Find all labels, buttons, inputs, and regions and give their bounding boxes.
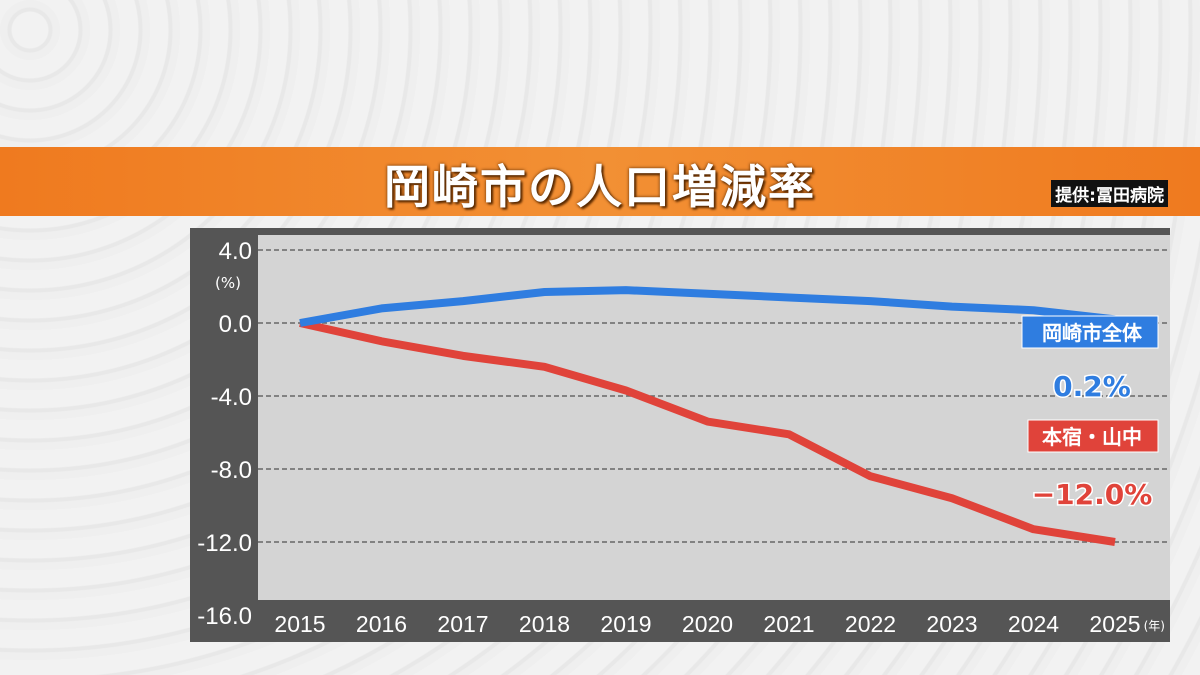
end-value-label: 0.2% — [1053, 370, 1131, 403]
x-tick-label: 2020 — [682, 611, 733, 637]
x-tick-label: 2019 — [600, 611, 651, 637]
x-tick-label: 2025 — [1089, 611, 1140, 637]
x-tick-label: 2018 — [519, 611, 570, 637]
x-tick-label: 2016 — [356, 611, 407, 637]
y-tick-label: 4.0 — [219, 238, 252, 265]
y-tick-label: -4.0 — [211, 384, 252, 411]
page-title: 岡崎市の人口増減率 — [384, 160, 816, 214]
y-tick-label: -12.0 — [197, 530, 252, 557]
x-tick-label: 2021 — [763, 611, 814, 637]
x-tick-label: 2022 — [845, 611, 896, 637]
plot-area — [258, 235, 1170, 600]
y-tick-label: -16.0 — [197, 603, 252, 630]
x-tick-label: 2015 — [274, 611, 325, 637]
y-axis-unit: (%) — [215, 274, 241, 292]
end-value-label: −12.0% — [1032, 478, 1153, 511]
legend-label: 岡崎市全体 — [1042, 321, 1143, 345]
title-banner: 岡崎市の人口増減率 提供:冨田病院 — [0, 147, 1200, 216]
y-tick-label: 0.0 — [219, 311, 252, 338]
x-tick-label: 2023 — [926, 611, 977, 637]
y-tick-label: -8.0 — [211, 457, 252, 484]
credit-label: 提供:冨田病院 — [1051, 180, 1168, 207]
legend-badge — [1021, 315, 1159, 349]
x-tick-label: 2024 — [1008, 611, 1059, 637]
x-tick-label: 2017 — [437, 611, 488, 637]
x-axis-unit: (年) — [1144, 619, 1165, 633]
legend-label: 本宿・山中 — [1042, 425, 1142, 449]
legend-badge — [1027, 419, 1159, 453]
